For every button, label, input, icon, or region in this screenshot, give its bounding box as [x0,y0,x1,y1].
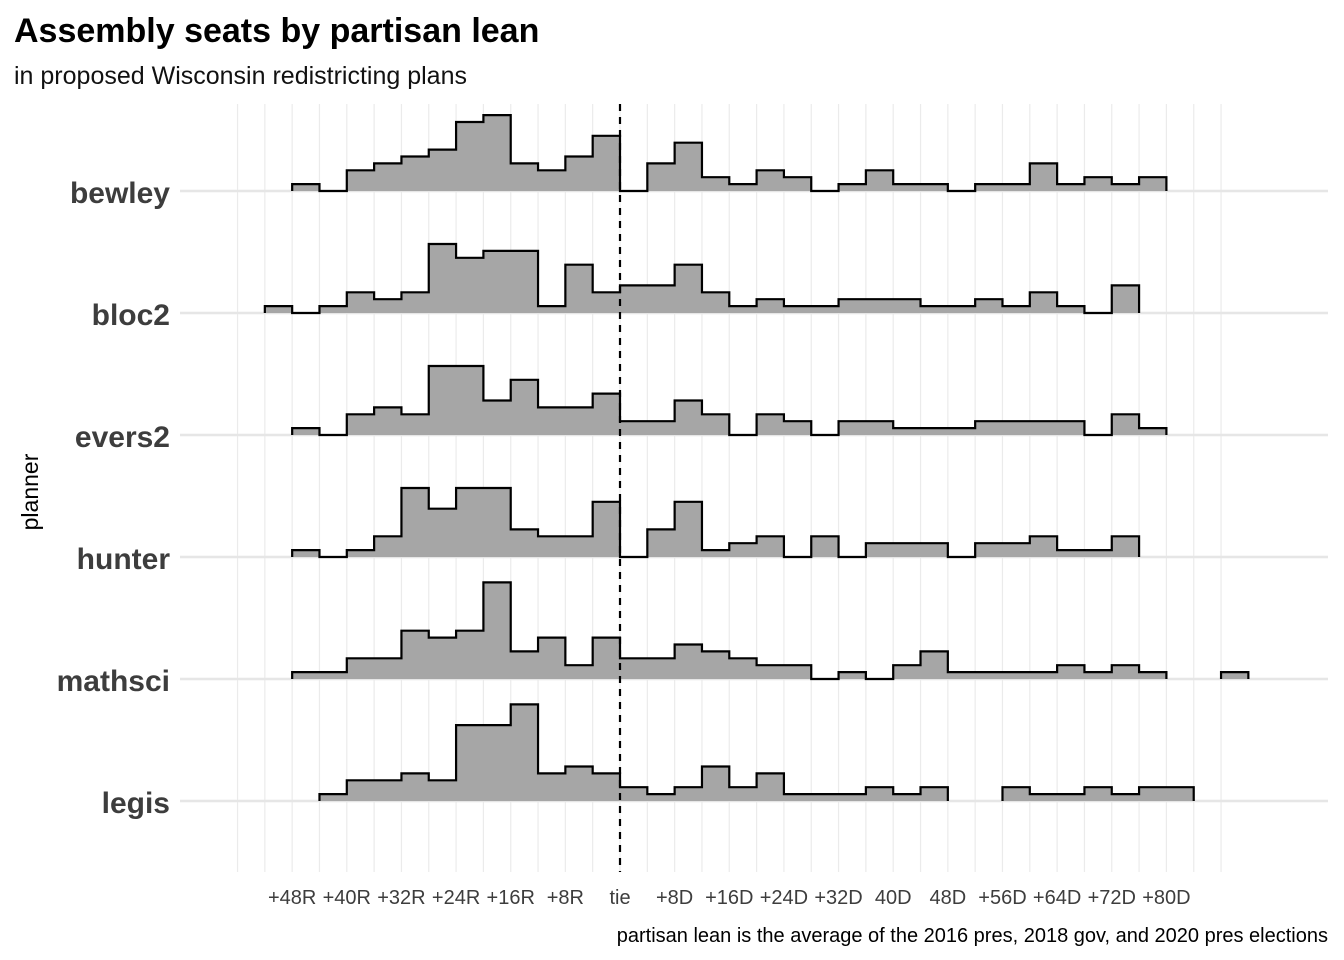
x-tick-label: 40D [875,887,912,909]
x-tick-label: +24D [760,887,808,909]
x-tick-label: +8R [547,887,584,909]
series-mathsci [291,581,1250,681]
x-tick-label: 48D [929,887,966,909]
step-outline-evers2-0 [291,364,1168,437]
area-fill-hunter-0 [292,488,1140,557]
area-fill-mathsci-1 [1221,672,1249,679]
area-fill-legis-0 [319,704,948,801]
series-area-group [263,114,1250,801]
step-outline-legis-1 [1001,786,1195,801]
planner-label-hunter: hunter [77,543,171,576]
series-legis [318,703,1195,801]
planner-label-bloc2: bloc2 [92,299,170,332]
planner-label-evers2: evers2 [75,421,170,454]
x-tick-label: +80D [1142,887,1190,909]
step-outline-mathsci-0 [291,581,1168,681]
planner-label-bewley: bewley [70,177,170,210]
step-outline-bloc2-0 [263,242,1141,315]
series-bewley [291,114,1168,193]
x-tick-label: +64D [1033,887,1081,909]
planner-label-mathsci: mathsci [57,665,170,698]
x-tick-label: +32D [814,887,862,909]
area-fill-legis-1 [1002,787,1194,801]
chart-subtitle: in proposed Wisconsin redistricting plan… [14,62,467,90]
x-tick-label: +48R [268,887,316,909]
step-outline-bewley-0 [291,114,1168,193]
x-tick-label: +16R [487,887,535,909]
step-outline-hunter-0 [291,486,1141,559]
x-tick-label: tie [609,887,630,909]
x-tick-label: +72D [1088,887,1136,909]
x-tick-label: +16D [705,887,753,909]
chart-caption: partisan lean is the average of the 2016… [617,925,1328,947]
x-tick-label: +24R [432,887,480,909]
x-tick-label: +40R [323,887,371,909]
planner-labels: bewley bloc2 evers2 hunter mathsci legis [57,177,171,820]
series-hunter [291,486,1141,559]
y-axis-title: planner [17,453,43,530]
grid-lines [180,104,1328,872]
series-bloc2 [263,242,1141,315]
step-outline-legis-0 [318,703,949,801]
x-tick-labels: +48R +40R +32R +24R +16R +8R tie +8D +16D +24D +32… [268,887,1191,909]
x-tick-label: +8D [656,887,693,909]
x-tick-label: +56D [978,887,1026,909]
planner-label-legis: legis [102,787,170,820]
chart-title: Assembly seats by partisan lean [14,12,539,50]
x-tick-label: +32R [377,887,425,909]
step-outline-mathsci-1 [1219,671,1250,679]
series-evers2 [291,364,1168,437]
